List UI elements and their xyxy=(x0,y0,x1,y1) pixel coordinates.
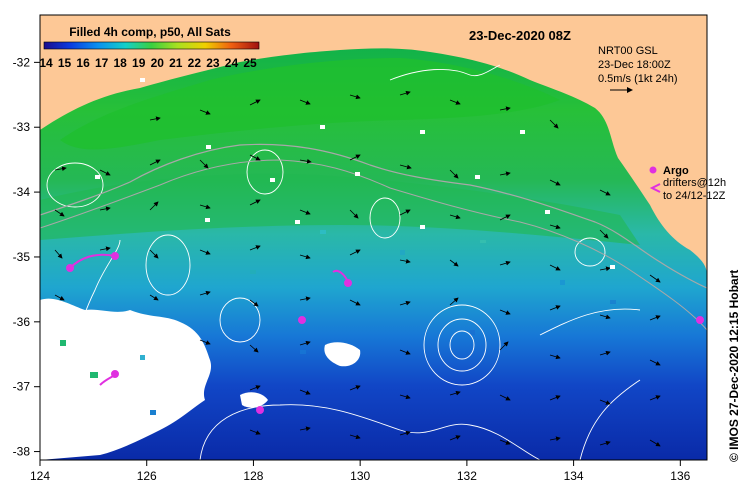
colorbar-tick-label: 24 xyxy=(225,56,239,70)
speckle xyxy=(250,230,616,354)
argo-legend-line2: to 24/12-12Z xyxy=(663,190,726,202)
y-tick-label: -34 xyxy=(13,185,31,199)
current-legend-line2: 23-Dec 18:00Z xyxy=(598,59,671,71)
colorbar-tick-label: 25 xyxy=(243,56,257,70)
colorbar-tick-label: 22 xyxy=(188,56,202,70)
x-tick-label: 136 xyxy=(670,469,690,483)
colorbar-tick-label: 16 xyxy=(76,56,90,70)
sea-level-contours xyxy=(46,64,641,460)
argo-drift-icon xyxy=(649,183,661,193)
current-legend-line3: 0.5m/s (1kt 24h) xyxy=(598,73,677,85)
cloud-mask xyxy=(40,298,212,460)
x-tick-label: 126 xyxy=(137,469,157,483)
x-tick-label: 124 xyxy=(30,469,50,483)
colorbar-tick-label: 14 xyxy=(39,56,53,70)
y-tick-label: -36 xyxy=(13,315,31,329)
green-band xyxy=(40,173,640,245)
argo-legend-line1: drifters@12h xyxy=(663,177,726,189)
x-tick-label: 128 xyxy=(243,469,263,483)
x-axis: 124 126 128 130 132 134 136 xyxy=(30,460,691,483)
colorbar-title: Filled 4h comp, p50, All Sats xyxy=(69,25,231,39)
colorbar-tick-label: 18 xyxy=(114,56,128,70)
colorbar-tick-label: 21 xyxy=(169,56,183,70)
colorbar-tick-label: 15 xyxy=(58,56,72,70)
cloud-mask-2 xyxy=(324,342,361,367)
shelf-isobath xyxy=(40,143,707,289)
x-tick-label: 130 xyxy=(350,469,370,483)
colorbar-tick-label: 19 xyxy=(132,56,146,70)
plot-frame xyxy=(39,14,708,461)
y-tick-label: -37 xyxy=(13,380,31,394)
current-vectors xyxy=(54,90,661,447)
current-legend: NRT00 GSL 23-Dec 18:00Z 0.5m/s (1kt 24h) xyxy=(598,45,677,93)
colorbar-tick-label: 23 xyxy=(206,56,220,70)
y-tick-label: -33 xyxy=(13,120,31,134)
colorbar-tick-label: 20 xyxy=(151,56,165,70)
y-tick-label: -35 xyxy=(13,250,31,264)
white-markers xyxy=(95,78,615,269)
colorbar: Filled 4h comp, p50, All Sats 14 15 16 17 18… xyxy=(39,25,260,70)
cloud-mask-3 xyxy=(240,392,268,408)
y-tick-label: -38 xyxy=(13,445,31,459)
shelf-isobath-2 xyxy=(40,159,707,331)
argo-legend: Argo drifters@12h to 24/12-12Z xyxy=(649,165,726,202)
argo-marker-icon xyxy=(649,166,657,174)
map-title: 23-Dec-2020 08Z xyxy=(469,28,571,43)
y-tick-label: -32 xyxy=(13,55,31,69)
current-legend-line1: NRT00 GSL xyxy=(598,45,658,57)
argo-legend-label: Argo xyxy=(663,165,689,177)
colorbar-tick-label: 17 xyxy=(95,56,109,70)
colorbar-gradient xyxy=(43,41,260,50)
y-axis: -32 -33 -34 -35 -36 -37 -38 xyxy=(13,55,40,459)
x-tick-label: 132 xyxy=(457,469,477,483)
argo-tracks xyxy=(66,252,704,414)
colorbar-ticks: 14 15 16 17 18 19 20 21 22 23 24 25 xyxy=(39,56,257,70)
credit-text: © IMOS 27-Dec-2020 12:15 Hobart xyxy=(727,270,741,462)
x-tick-label: 134 xyxy=(564,469,584,483)
